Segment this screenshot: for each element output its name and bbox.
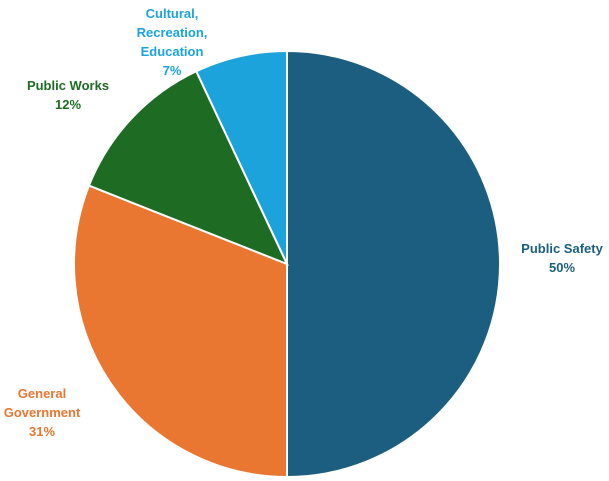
slice-value-label: 12% xyxy=(55,97,81,112)
pie-slice-public-works xyxy=(87,69,289,266)
slice-label-public-works: Public Works 12% xyxy=(27,78,109,112)
slice-value-label: 7% xyxy=(163,63,182,78)
slice-value-label: 31% xyxy=(29,424,55,439)
slice-label-public-safety: Public Safety 50% xyxy=(521,241,603,275)
pie-slices xyxy=(73,49,501,479)
pie-slice-public-safety xyxy=(286,49,501,479)
pie-labels: Public Safety 50% General Government 31% Publ… xyxy=(4,6,604,439)
slice-name-label: Cultural, xyxy=(146,6,199,21)
pie-slice-cultural-recreation-education xyxy=(194,49,288,265)
slice-name-label: Public Works xyxy=(27,78,109,93)
slice-value-label: 50% xyxy=(549,260,575,275)
slice-label-general-government: General Government 31% xyxy=(4,386,81,439)
slice-name-label: Recreation, xyxy=(137,25,208,40)
slice-name-label: Public Safety xyxy=(521,241,603,256)
slice-name-label: General xyxy=(18,386,66,401)
slice-name-label: Government xyxy=(4,405,81,420)
slice-label-cultural-recreation-education: Cultural, Recreation, Education 7% xyxy=(137,6,208,78)
slice-name-label: Education xyxy=(141,44,204,59)
pie-slice-general-government xyxy=(73,184,288,479)
